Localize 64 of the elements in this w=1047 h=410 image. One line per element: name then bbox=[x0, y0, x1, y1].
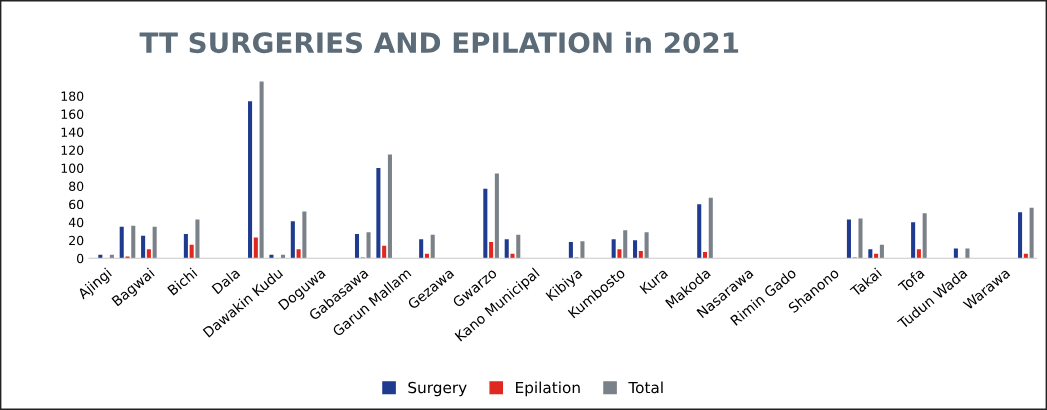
bar bbox=[494, 173, 499, 259]
bar bbox=[1029, 207, 1034, 259]
bar bbox=[259, 81, 264, 259]
y-tick-label: 80 bbox=[69, 181, 84, 192]
bar bbox=[638, 251, 643, 259]
bar bbox=[366, 232, 371, 259]
bar bbox=[516, 234, 521, 259]
bar bbox=[183, 233, 188, 259]
bar bbox=[302, 211, 307, 259]
legend-label: Surgery bbox=[408, 381, 467, 397]
bar bbox=[617, 249, 622, 259]
bar bbox=[296, 249, 301, 259]
bar bbox=[858, 218, 863, 259]
bar bbox=[922, 213, 927, 259]
bar bbox=[387, 154, 392, 259]
y-tick-label: 160 bbox=[61, 109, 84, 119]
x-tick-label: Tofa bbox=[897, 267, 925, 293]
bar bbox=[354, 233, 360, 259]
bar bbox=[568, 242, 573, 259]
bar bbox=[953, 248, 958, 259]
bar bbox=[253, 237, 258, 259]
bar bbox=[702, 251, 708, 259]
bar bbox=[644, 232, 649, 259]
bar bbox=[846, 219, 851, 259]
y-tick-label: 60 bbox=[69, 199, 84, 210]
bar bbox=[965, 248, 970, 259]
bar bbox=[911, 222, 916, 259]
bar bbox=[868, 249, 873, 259]
bar bbox=[195, 219, 200, 259]
bar bbox=[141, 235, 146, 259]
bar bbox=[633, 240, 638, 259]
bar bbox=[489, 242, 494, 259]
bar bbox=[146, 249, 151, 259]
bar bbox=[119, 226, 124, 259]
y-tick-label: 100 bbox=[61, 163, 84, 174]
bar bbox=[580, 241, 585, 259]
bar bbox=[189, 244, 194, 259]
bar bbox=[611, 239, 616, 259]
y-tick-label: 40 bbox=[68, 217, 84, 228]
bar bbox=[419, 239, 424, 259]
bar bbox=[248, 101, 253, 259]
chart-title: TT SURGERIES AND EPILATION in 2021 bbox=[139, 31, 739, 54]
bar bbox=[504, 239, 509, 259]
bar bbox=[131, 225, 136, 259]
bar bbox=[879, 244, 884, 259]
bar bbox=[916, 249, 921, 259]
legend-label: Total bbox=[628, 381, 663, 394]
bar bbox=[697, 204, 702, 259]
bar bbox=[430, 234, 435, 259]
bar bbox=[376, 168, 381, 259]
bar bbox=[510, 253, 515, 259]
bar bbox=[483, 188, 488, 259]
bar bbox=[152, 226, 157, 259]
y-tick-label: 180 bbox=[61, 91, 84, 101]
legend-label: Epilation bbox=[516, 381, 580, 397]
bar bbox=[290, 221, 295, 259]
bar bbox=[1018, 212, 1023, 259]
y-tick-label: 140 bbox=[61, 127, 84, 137]
bar bbox=[623, 230, 628, 259]
y-tick-label: 20 bbox=[69, 235, 84, 246]
y-tick-label: 120 bbox=[61, 145, 84, 155]
y-tick-label: 0 bbox=[77, 253, 84, 264]
bar bbox=[708, 197, 713, 259]
bar bbox=[382, 245, 387, 259]
